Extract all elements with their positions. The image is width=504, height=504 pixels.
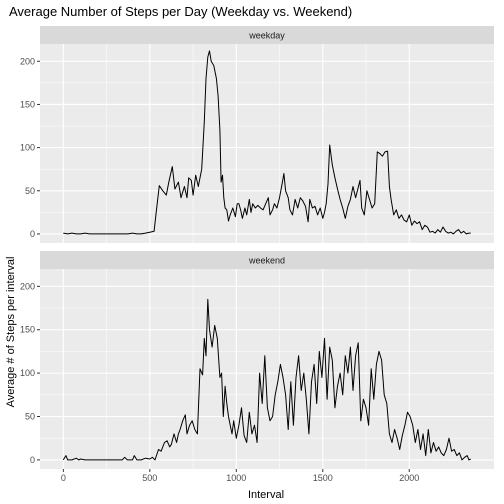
panel-background bbox=[40, 44, 494, 243]
y-tick-label: 0 bbox=[30, 455, 35, 465]
series-line-weekday bbox=[63, 50, 471, 235]
y-tick-label: 200 bbox=[20, 56, 35, 66]
series-line-weekend bbox=[62, 298, 471, 461]
x-tick-label: 1500 bbox=[313, 473, 333, 483]
x-axis-title: Interval bbox=[248, 489, 284, 501]
panel-background bbox=[40, 269, 494, 469]
facet-strip bbox=[40, 26, 494, 44]
y-tick-label: 0 bbox=[30, 229, 35, 239]
y-tick-label: 150 bbox=[20, 99, 35, 109]
y-tick-label: 200 bbox=[20, 281, 35, 291]
x-tick-label: 0 bbox=[61, 473, 66, 483]
y-axis-title: Average # of Steps per interval bbox=[5, 257, 17, 408]
y-tick-label: 150 bbox=[20, 325, 35, 335]
chart-title: Average Number of Steps per Day (Weekday… bbox=[9, 4, 352, 19]
facet-strip-label: weekday bbox=[248, 31, 285, 41]
x-tick-label: 500 bbox=[142, 473, 157, 483]
facet-strip-label: weekend bbox=[248, 256, 285, 266]
facet-panel-weekday: weekday 0 50 100 150 200 bbox=[20, 26, 494, 243]
y-tick-label: 50 bbox=[25, 412, 35, 422]
facet-strip bbox=[40, 251, 494, 269]
y-tick-label: 100 bbox=[20, 368, 35, 378]
y-tick-label: 100 bbox=[20, 143, 35, 153]
x-tick-label: 2000 bbox=[399, 473, 419, 483]
y-tick-label: 50 bbox=[25, 186, 35, 196]
x-tick-label: 1000 bbox=[226, 473, 246, 483]
